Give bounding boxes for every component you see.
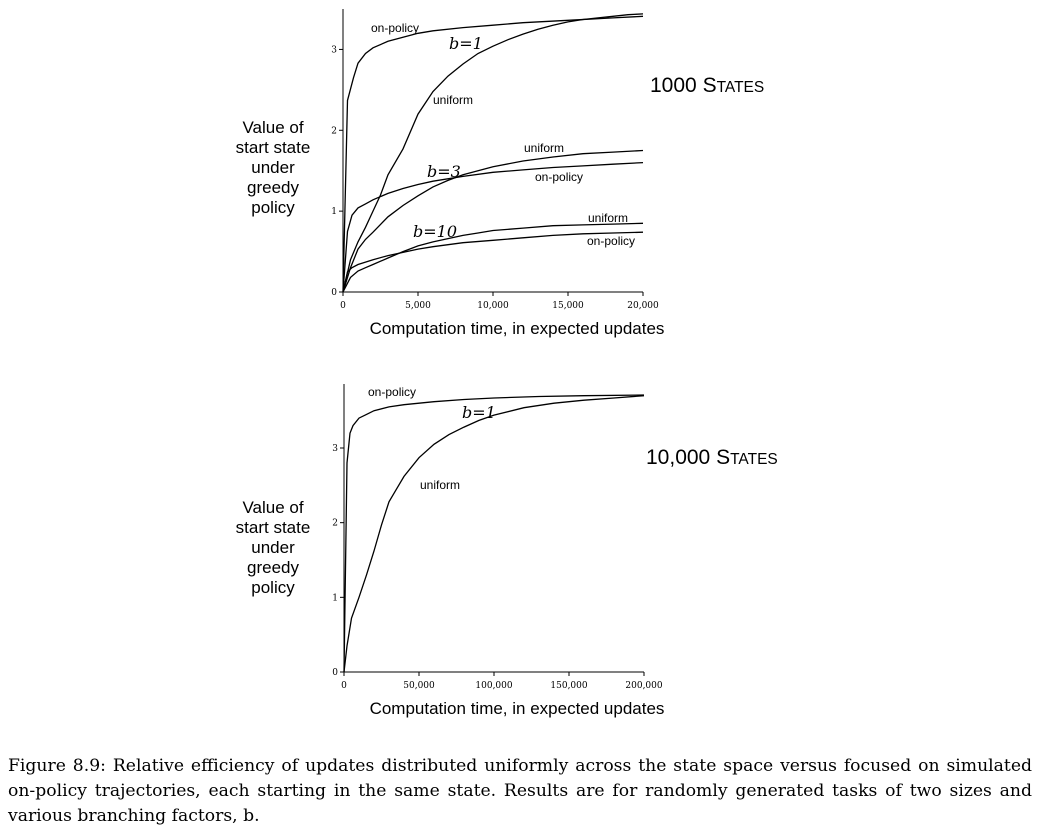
y-tick-label: 0 [332,668,338,678]
figure-caption: Figure 8.9: Relative efficiency of updat… [8,756,1032,826]
x-tick-label: 5,000 [405,301,431,311]
y-axis-label-line: start state [236,518,311,537]
series-label-on-policy-b10: on-policy [587,234,635,248]
axes [343,384,644,673]
annotation-b1: b=1 [462,403,496,422]
series-line-on-policy-b-1 [342,15,644,293]
y-axis-label-line: Value of [242,118,303,137]
x-axis-label: Computation time, in expected updates [370,319,665,338]
y-axis-label-line: policy [251,578,295,597]
series-label-uniform-b3: uniform [524,141,564,155]
axes [342,9,643,293]
x-axis-label: Computation time, in expected updates [370,699,665,718]
series-label-uniform-b10: uniform [588,211,628,225]
y-tick-label: 0 [331,288,337,298]
y-axis-label-line: Value of [242,498,303,517]
series-line-on-policy-b-1 [343,394,645,673]
series-line-uniform-b-10 [342,222,644,293]
x-tick-label: 150,000 [550,681,587,691]
series-line-uniform-b-1 [343,395,645,673]
x-tick-label: 50,000 [403,681,435,691]
y-axis-label-line: policy [251,198,295,217]
panel-title: 10,000 STATES [646,446,778,469]
annotation-b3: b=3 [427,162,461,181]
y-tick-label: 2 [332,519,338,529]
y-tick-label: 1 [331,207,337,217]
x-tick-label: 0 [340,301,346,311]
annotation-b1: b=1 [449,34,483,53]
y-axis-label-line: start state [236,138,311,157]
y-axis-label-line: under [251,538,295,557]
y-tick-label: 3 [331,45,337,55]
series-label-uniform: uniform [420,478,460,492]
series-group [342,13,644,293]
y-tick-label: 2 [331,126,337,136]
y-axis-label-line: under [251,158,295,177]
y-tick-label: 3 [332,444,338,454]
panel-title: 1000 STATES [650,74,764,97]
y-ticks: 0 1 2 3 [331,45,343,298]
x-tick-label: 10,000 [477,301,509,311]
series-line-uniform-b-1 [342,13,644,293]
y-ticks: 0 1 2 3 [332,444,344,678]
series-label-on-policy-b3: on-policy [535,170,583,184]
annotation-b10: b=10 [413,222,457,241]
y-tick-label: 1 [332,593,338,603]
x-ticks: 0 50,000 100,000 150,000 200,000 [341,672,663,691]
x-tick-label: 0 [341,681,347,691]
series-group [343,394,645,673]
x-tick-label: 200,000 [625,681,662,691]
series-line-on-policy-b-10 [342,231,644,293]
series-line-uniform-b-3 [342,149,644,293]
x-tick-label: 20,000 [627,301,659,311]
y-axis-label-line: greedy [247,178,299,197]
x-ticks: 0 5,000 10,000 15,000 20,000 [340,292,659,311]
series-label-uniform-b1: uniform [433,93,473,107]
x-tick-label: 15,000 [552,301,584,311]
x-tick-label: 100,000 [475,681,512,691]
series-label-on-policy: on-policy [368,385,416,399]
series-line-on-policy-b-3 [342,161,644,293]
y-axis-label-line: greedy [247,558,299,577]
series-label-on-policy-b1: on-policy [371,21,419,35]
